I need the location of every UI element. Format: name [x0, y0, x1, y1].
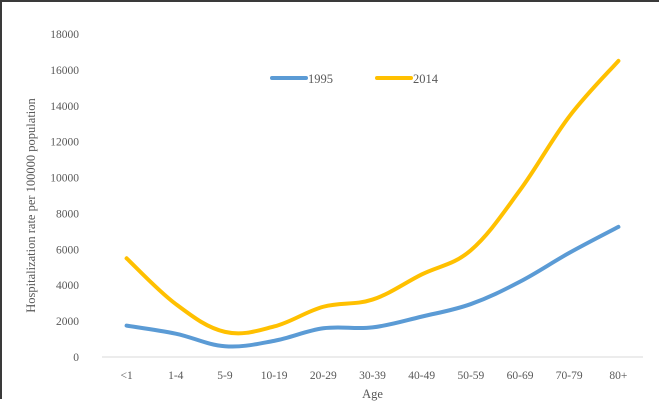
y-tick-label: 4000: [56, 280, 79, 292]
x-tick-label: 20-29: [310, 370, 337, 382]
x-tick-label: 30-39: [359, 370, 386, 382]
x-tick-label: 50-59: [457, 370, 484, 382]
y-tick-label: 16000: [50, 65, 79, 77]
y-axis-ticks: 0 2000 4000 6000 8000 10000 12000 14000 16000 180…: [50, 29, 79, 364]
x-tick-label: 5-9: [217, 370, 233, 382]
x-axis-ticks: <1 1-4 5-9 10-19 20-29 30-39 40-49 50-59 60-69 70…: [120, 370, 627, 382]
y-tick-label: 6000: [56, 244, 79, 256]
y-axis-title: Hospitalization rate per 100000 populati…: [24, 97, 38, 312]
y-tick-label: 0: [73, 352, 79, 364]
y-tick-label: 18000: [50, 29, 79, 41]
y-tick-label: 2000: [56, 316, 79, 328]
series-layer: [127, 61, 619, 347]
x-tick-label: 70-79: [556, 370, 583, 382]
y-tick-label: 14000: [50, 101, 79, 113]
x-tick-label: 40-49: [408, 370, 435, 382]
legend-label-2014: 2014: [413, 72, 439, 86]
x-tick-label: <1: [120, 370, 132, 382]
y-tick-label: 10000: [50, 173, 79, 185]
x-tick-label: 80+: [609, 370, 627, 382]
series-line-1995: [127, 227, 619, 347]
y-tick-label: 12000: [50, 137, 79, 149]
legend: 1995 2014: [272, 72, 439, 86]
x-tick-label: 60-69: [507, 370, 534, 382]
legend-label-1995: 1995: [308, 72, 333, 86]
line-chart: 0 2000 4000 6000 8000 10000 12000 14000 16000 180…: [2, 2, 659, 401]
x-tick-label: 1-4: [168, 370, 184, 382]
series-line-2014: [127, 61, 619, 333]
y-tick-label: 8000: [56, 208, 79, 220]
x-tick-label: 10-19: [261, 370, 288, 382]
